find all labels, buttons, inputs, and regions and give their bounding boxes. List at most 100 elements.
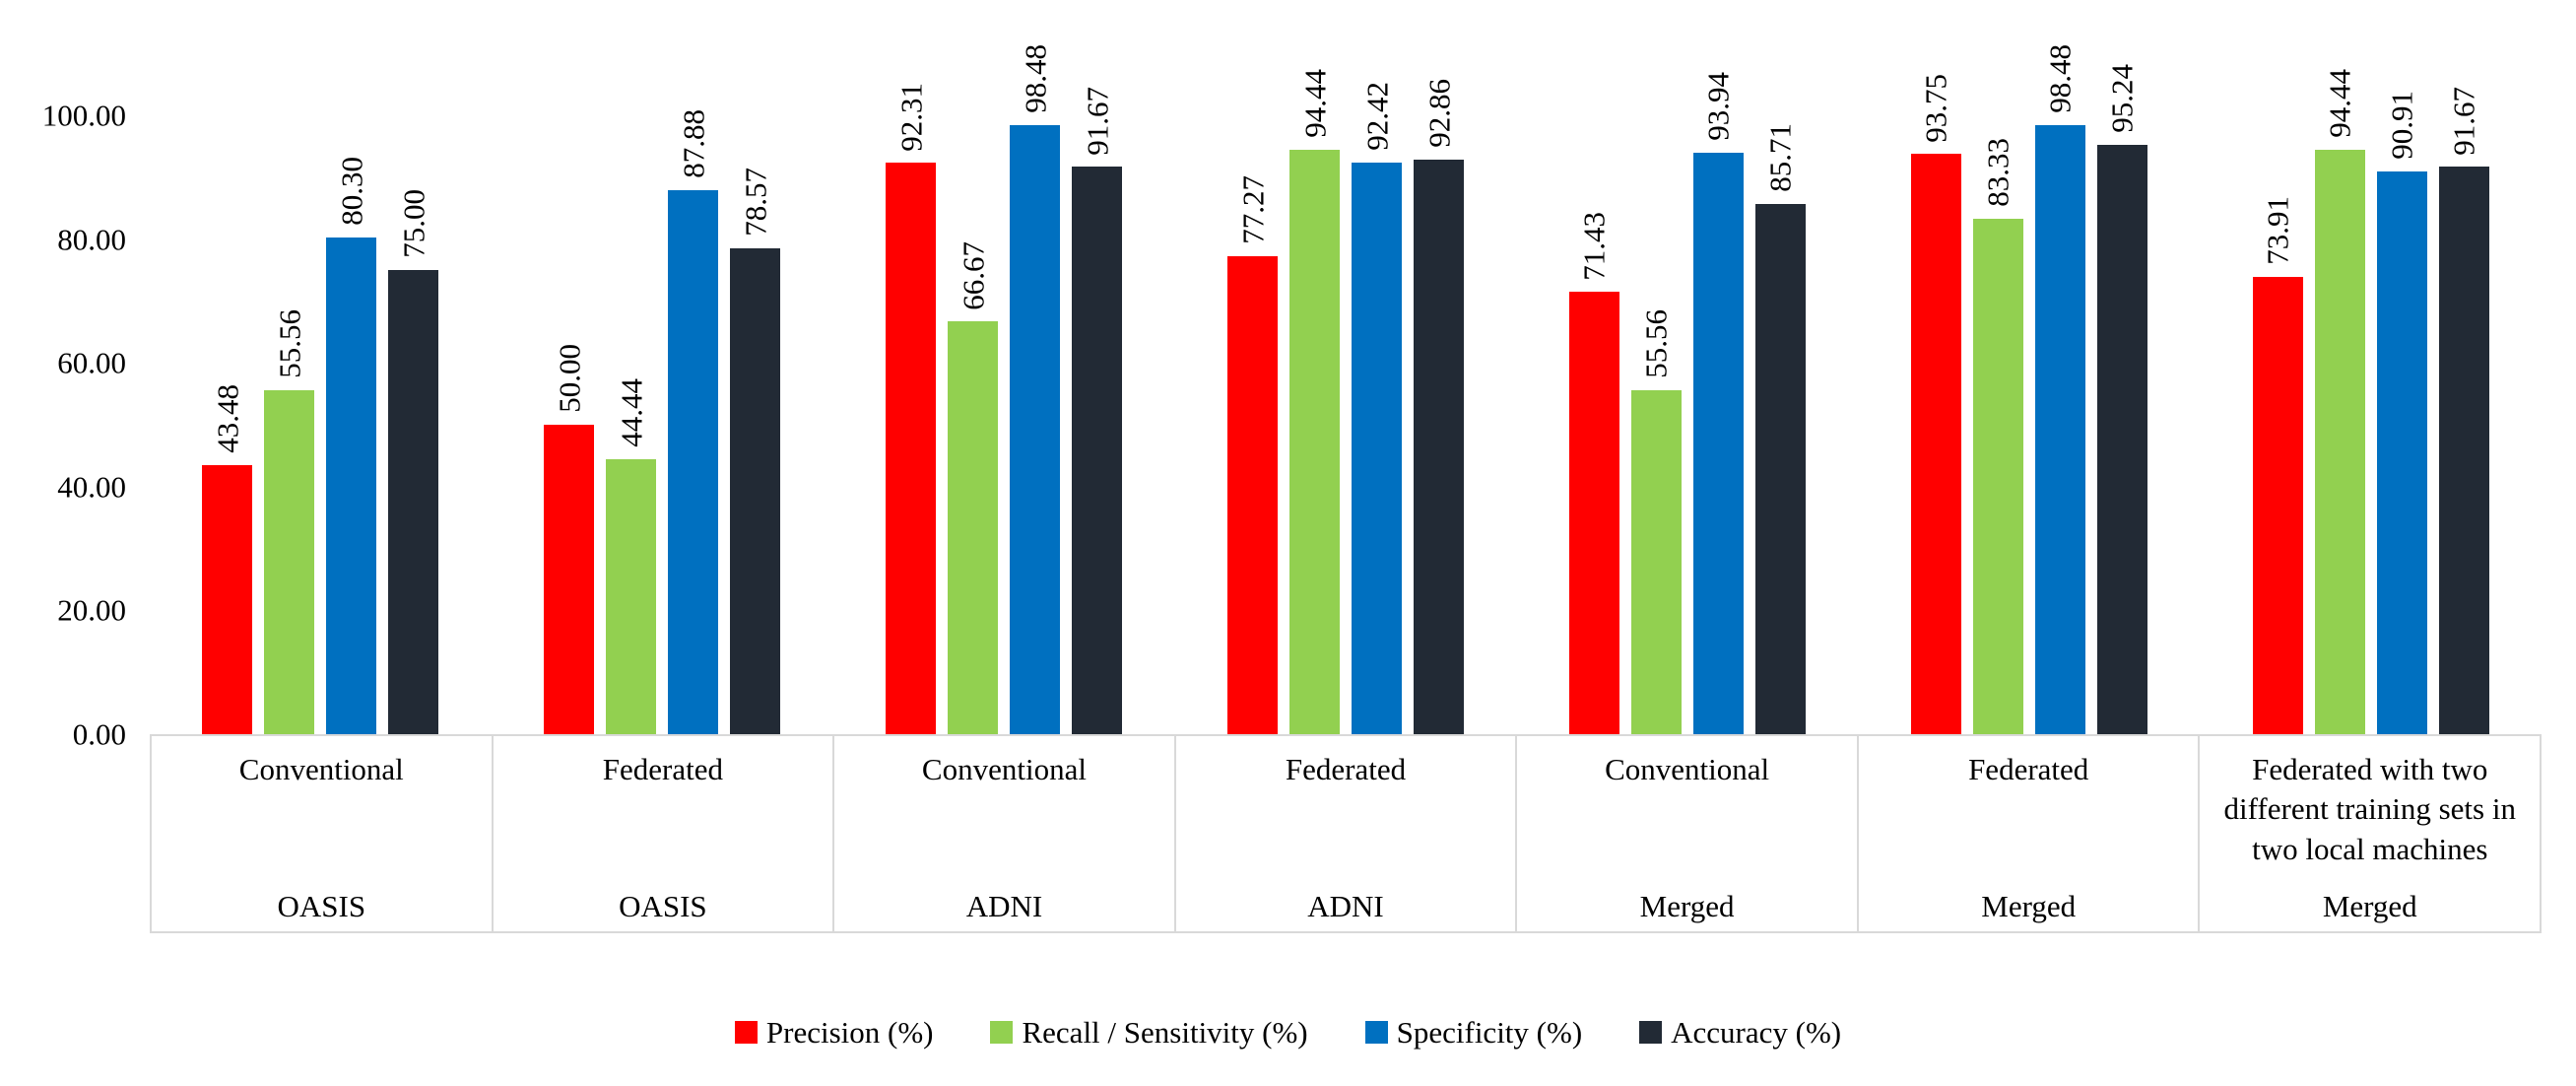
bar-group: 50.00 44.44 87.88 78.57 bbox=[492, 109, 833, 734]
bar-group: 71.43 55.56 93.94 85.71 bbox=[1516, 72, 1858, 734]
bar-precision bbox=[202, 464, 253, 734]
bar-value-label: 92.42 bbox=[1359, 81, 1394, 151]
y-axis-tick-label: 80.00 bbox=[57, 222, 126, 257]
bar-slot: 77.27 bbox=[1227, 115, 1278, 734]
category-dataset-label: ADNI bbox=[965, 888, 1043, 923]
bar-value-label: 44.44 bbox=[614, 378, 649, 447]
bar-accuracy bbox=[1754, 203, 1806, 734]
category-method-label: Federated bbox=[1285, 752, 1407, 786]
legend-label: Recall / Sensitivity (%) bbox=[1022, 1014, 1308, 1050]
bar-value-label: 92.31 bbox=[893, 82, 929, 152]
bar-slot: 94.44 bbox=[1289, 69, 1340, 734]
bar-slot: 44.44 bbox=[606, 115, 657, 734]
bar-value-label: 91.67 bbox=[2446, 86, 2481, 156]
bar-precision bbox=[1910, 154, 1961, 734]
y-axis-tick-label: 20.00 bbox=[57, 592, 126, 628]
bar-slot: 92.42 bbox=[1352, 82, 1402, 734]
bar-precision bbox=[1227, 255, 1278, 734]
bar-value-label: 78.57 bbox=[738, 167, 773, 237]
legend-swatch-icon bbox=[990, 1020, 1014, 1044]
category-cell: Federated Merged bbox=[1856, 736, 2199, 931]
bar-value-label: 55.56 bbox=[272, 309, 307, 379]
bar-group: 73.91 94.44 90.91 91.67 bbox=[2200, 69, 2542, 734]
bar-group: 77.27 94.44 92.42 92.86 bbox=[1175, 69, 1517, 734]
bar-accuracy bbox=[1414, 159, 1464, 734]
bar-slot: 92.31 bbox=[886, 83, 937, 734]
y-axis-tick-label: 100.00 bbox=[41, 98, 126, 133]
category-dataset-label: Merged bbox=[1981, 888, 2077, 923]
y-axis-tick-label: 0.00 bbox=[72, 716, 126, 752]
legend-swatch-icon bbox=[1364, 1020, 1388, 1044]
bar-value-label: 98.48 bbox=[2042, 43, 2078, 113]
bar-slot: 93.75 bbox=[1910, 74, 1961, 734]
category-method-label: Conventional bbox=[921, 752, 1087, 786]
bar-slot: 73.91 bbox=[2252, 115, 2303, 734]
bar-value-label: 95.24 bbox=[2104, 64, 2140, 133]
bar-slot: 43.48 bbox=[202, 115, 253, 734]
bar-recall-sensitivity bbox=[1972, 218, 2023, 734]
bar-value-label: 75.00 bbox=[396, 189, 431, 258]
category-method-label: Federated with two different training se… bbox=[2223, 752, 2516, 866]
bar-accuracy bbox=[1072, 167, 1123, 734]
category-method-label: Federated bbox=[1968, 752, 2089, 786]
category-dataset-label: ADNI bbox=[1307, 888, 1384, 923]
bar-slot: 66.67 bbox=[948, 115, 999, 734]
bar-value-label: 94.44 bbox=[2322, 69, 2357, 138]
bar-specificity bbox=[668, 190, 719, 734]
bar-slot: 92.86 bbox=[1414, 79, 1464, 734]
category-dataset-label: OASIS bbox=[277, 888, 366, 923]
bar-slot: 55.56 bbox=[264, 115, 315, 734]
bar-slot: 98.48 bbox=[2034, 44, 2085, 734]
category-dataset-label: Merged bbox=[1639, 888, 1735, 923]
legend-item: Accuracy (%) bbox=[1639, 1017, 1841, 1048]
bar-value-label: 80.30 bbox=[334, 156, 369, 226]
bar-recall-sensitivity bbox=[1289, 149, 1340, 734]
bar-slot: 50.00 bbox=[544, 115, 595, 734]
bar-value-label: 93.75 bbox=[1918, 73, 1953, 143]
bar-slot: 93.94 bbox=[1692, 72, 1744, 734]
bar-recall-sensitivity bbox=[948, 321, 999, 734]
bar-recall-sensitivity bbox=[606, 458, 657, 734]
legend-label: Accuracy (%) bbox=[1671, 1014, 1842, 1050]
legend-item: Precision (%) bbox=[734, 1014, 934, 1050]
y-axis-tick-label: 60.00 bbox=[57, 345, 126, 380]
bar-recall-sensitivity bbox=[264, 390, 315, 734]
bar-accuracy bbox=[388, 270, 439, 734]
category-method-label: Conventional bbox=[238, 752, 404, 786]
plot-area: 43.48 55.56 80.30 75.00 50.00 44.44 87.88 78.57… bbox=[150, 44, 2542, 734]
bar-slot: 91.67 bbox=[1072, 87, 1123, 734]
x-axis-category-table: Conventional OASIS Federated OASIS Conventio… bbox=[150, 734, 2542, 933]
legend-label: Specificity (%) bbox=[1396, 1014, 1583, 1050]
y-axis-tick-label: 40.00 bbox=[57, 469, 126, 505]
bar-value-label: 90.91 bbox=[2384, 91, 2419, 161]
bar-slot: 55.56 bbox=[1630, 115, 1682, 734]
legend-item: Specificity (%) bbox=[1364, 1014, 1583, 1050]
bar-value-label: 83.33 bbox=[1980, 137, 2015, 207]
bar-group: 93.75 83.33 98.48 95.24 bbox=[1858, 44, 2200, 734]
legend-swatch-icon bbox=[734, 1020, 758, 1044]
category-dataset-label: Merged bbox=[2322, 888, 2417, 923]
bar-slot: 98.48 bbox=[1010, 44, 1061, 734]
bar-slot: 85.71 bbox=[1754, 115, 1806, 734]
bar-precision bbox=[1568, 292, 1619, 734]
bar-slot: 71.43 bbox=[1568, 115, 1619, 734]
category-cell: Conventional Merged bbox=[1515, 736, 1857, 931]
bar-accuracy bbox=[2438, 167, 2489, 734]
category-method-label: Conventional bbox=[1605, 752, 1770, 786]
category-cell: Federated OASIS bbox=[491, 736, 833, 931]
category-cell: Federated with two different training se… bbox=[2198, 736, 2540, 931]
bar-precision bbox=[886, 163, 937, 734]
bar-value-label: 91.67 bbox=[1080, 86, 1115, 156]
bar-value-label: 77.27 bbox=[1235, 175, 1270, 244]
legend-label: Precision (%) bbox=[765, 1014, 934, 1050]
bar-precision bbox=[2252, 276, 2303, 734]
bar-specificity bbox=[2034, 124, 2085, 734]
category-cell: Federated ADNI bbox=[1173, 736, 1516, 931]
category-cell: Conventional ADNI bbox=[832, 736, 1174, 931]
bar-slot: 87.88 bbox=[668, 109, 719, 734]
bar-recall-sensitivity bbox=[2314, 149, 2365, 734]
bar-slot: 83.33 bbox=[1972, 115, 2023, 734]
bar-value-label: 94.44 bbox=[1297, 69, 1332, 138]
bar-slot: 75.00 bbox=[388, 115, 439, 734]
